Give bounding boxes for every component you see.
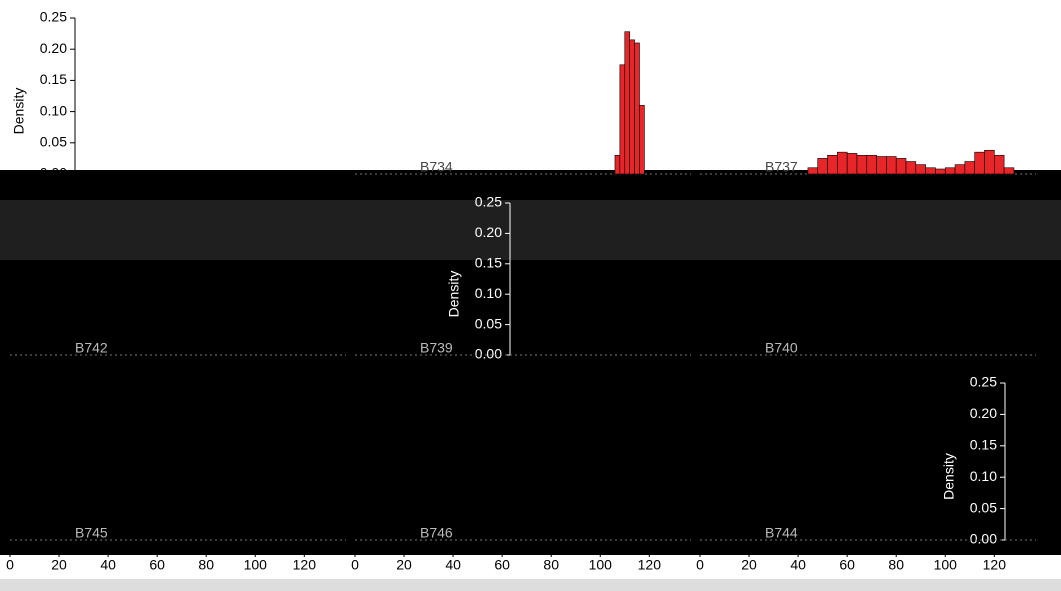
bar — [614, 154, 621, 175]
bar — [925, 167, 936, 175]
x-tick-label: 120 — [293, 557, 317, 573]
bar — [866, 154, 877, 175]
y-tick-label: 0.15 — [40, 71, 67, 87]
x-tick-label: 60 — [149, 557, 165, 573]
panel-label: B742 — [75, 340, 108, 356]
y-tick-label: 0.05 — [40, 134, 67, 150]
bar — [905, 161, 917, 175]
bar — [895, 158, 907, 175]
panel-label: B739 — [420, 340, 453, 356]
y-axis-label: Density — [941, 453, 957, 500]
bar — [876, 156, 887, 175]
top-strip — [0, 0, 1061, 170]
x-tick-label: 40 — [100, 557, 116, 573]
bar — [1003, 167, 1015, 175]
bar — [619, 64, 626, 175]
bar — [964, 161, 975, 175]
x-tick-label: 20 — [741, 557, 757, 573]
panel-label: B734 — [420, 159, 453, 175]
panel-label: B746 — [420, 525, 453, 541]
bar — [639, 105, 645, 175]
x-tick-label: 40 — [445, 557, 461, 573]
y-tick-label: 0.05 — [970, 499, 997, 515]
y-tick-label: 0.25 — [40, 9, 67, 25]
x-tick-label: 40 — [790, 557, 806, 573]
bar — [837, 151, 848, 175]
bar — [817, 158, 828, 175]
y-tick-label: 0.20 — [970, 405, 997, 421]
x-tick-label: 120 — [638, 557, 662, 573]
bar — [974, 151, 985, 175]
y-tick-label: 0.10 — [40, 102, 67, 118]
x-tick-label: 80 — [543, 557, 559, 573]
bar — [944, 167, 956, 175]
panel-label: B745 — [75, 525, 108, 541]
bar — [827, 154, 838, 175]
y-tick-label: 0.15 — [475, 255, 502, 271]
x-tick-label: 100 — [244, 557, 268, 573]
x-tick-label: 0 — [6, 557, 14, 573]
bar — [984, 149, 995, 175]
y-tick-label: 0.00 — [970, 531, 997, 547]
panel-label: B744 — [765, 525, 798, 541]
y-tick-label: 0.20 — [475, 224, 502, 240]
y-tick-label: 0.00 — [40, 165, 67, 181]
x-tick-label: 20 — [51, 557, 67, 573]
bar — [886, 156, 897, 175]
x-tick-label: 0 — [696, 557, 704, 573]
bar — [846, 153, 858, 175]
panel-label: B740 — [765, 340, 798, 356]
bar — [935, 168, 946, 175]
x-tick-label: 80 — [198, 557, 214, 573]
y-axis-label: Density — [11, 88, 27, 135]
x-tick-label: 100 — [589, 557, 613, 573]
y-tick-label: 0.10 — [475, 285, 502, 301]
bar — [807, 167, 819, 175]
x-tick-label: 100 — [934, 557, 958, 573]
x-tick-label: 80 — [888, 557, 904, 573]
glitch-band — [0, 200, 1061, 260]
bar — [915, 164, 926, 175]
bar — [624, 31, 630, 175]
y-tick-label: 0.25 — [475, 194, 502, 210]
x-tick-label: 60 — [494, 557, 510, 573]
x-tick-label: 120 — [983, 557, 1007, 573]
bar — [954, 164, 966, 175]
bar — [994, 154, 1005, 175]
x-axis-strip — [0, 555, 1061, 579]
y-tick-label: 0.15 — [970, 437, 997, 453]
x-tick-label: 0 — [351, 557, 359, 573]
y-tick-label: 0.25 — [970, 374, 997, 390]
x-tick-label: 20 — [396, 557, 412, 573]
y-tick-label: 0.10 — [970, 468, 997, 484]
y-tick-label: 0.05 — [475, 315, 502, 331]
bar — [629, 39, 635, 175]
y-axis-label: Density — [446, 271, 462, 318]
x-tick-label: 60 — [839, 557, 855, 573]
bar — [856, 154, 868, 175]
panel-label: B737 — [765, 159, 798, 175]
bar — [634, 42, 640, 175]
y-tick-label: 0.00 — [475, 346, 502, 362]
y-tick-label: 0.20 — [40, 40, 67, 56]
bottom-strip — [0, 579, 1061, 591]
